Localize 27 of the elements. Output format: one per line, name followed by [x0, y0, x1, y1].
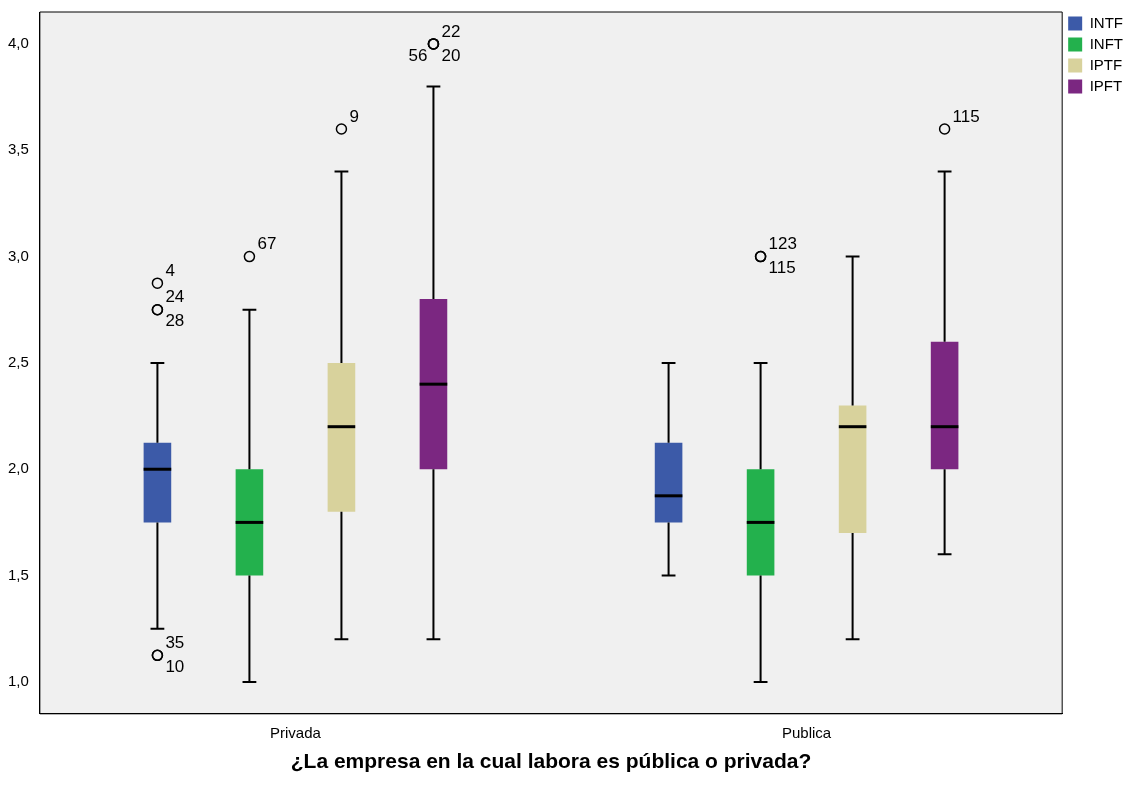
legend-label: IPFT [1089, 76, 1123, 94]
annotation: 24 [165, 287, 185, 307]
x-tick-label: Publica [781, 723, 832, 741]
y-tick-label: 2,5 [7, 353, 29, 371]
y-tick-label: 3,5 [7, 140, 29, 158]
y-tick-label: 2,0 [7, 459, 29, 477]
annotation: 4 [165, 260, 175, 280]
y-tick-label: 1,5 [7, 565, 29, 583]
legend-label: INFT [1089, 34, 1123, 52]
annotation: 123 [768, 234, 797, 254]
annotation: 22 [441, 21, 461, 41]
annotation: 20 [441, 45, 461, 65]
annotation: 9 [349, 106, 359, 126]
y-tick-label: 4,0 [7, 34, 29, 52]
annotation: 67 [257, 234, 277, 254]
x-tick-label: Privada [270, 723, 322, 741]
annotation: 10 [165, 657, 185, 676]
legend-label: INTF [1089, 13, 1123, 31]
annotation: 115 [952, 106, 980, 126]
annotation: 115 [768, 258, 796, 278]
y-tick-label: 3,0 [7, 246, 29, 264]
annotation: 35 [165, 633, 185, 652]
annotation: 28 [165, 311, 185, 331]
annotation: 56 [408, 45, 428, 65]
legend-label: IPTF [1089, 55, 1123, 73]
y-tick-label: 1,0 [7, 672, 29, 690]
x-axis-title: ¿La empresa en la cual labora es pública o privada? [290, 749, 812, 773]
